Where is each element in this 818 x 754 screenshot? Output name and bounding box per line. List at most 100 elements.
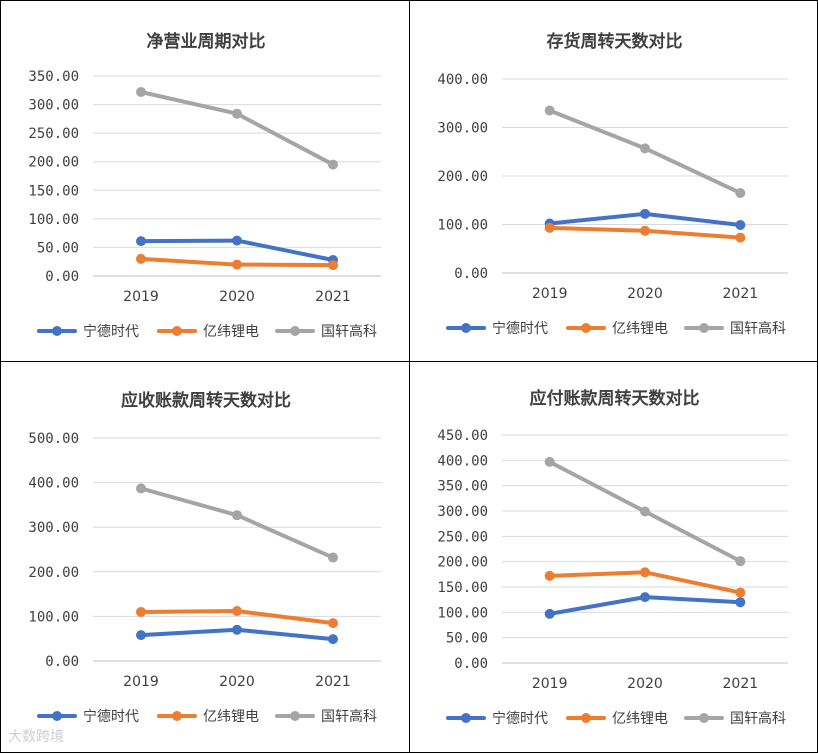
data-point [735,597,746,608]
data-point [544,608,555,619]
x-tick-label: 2021 [315,674,351,690]
y-tick-label: 300.00 [437,504,488,520]
legend-label: 亿纬锂电 [203,709,259,725]
x-tick-label: 2019 [532,286,568,302]
data-point [232,624,242,635]
data-point [136,87,146,97]
data-point [735,219,746,230]
legend-label: 宁德时代 [492,710,548,727]
data-point [136,236,146,247]
y-tick-label: 400.00 [437,453,488,469]
legend-swatch-marker [699,713,709,723]
legend-label: 国轩高科 [730,320,786,337]
x-tick-label: 2019 [123,674,159,690]
chart-title: 应付账款周转天数对比 [530,388,700,409]
y-tick-label: 100.00 [28,212,79,228]
chart-panel-3: 应收账款周转天数对比 0.00 100.00 200.00 300.00 400.00 50… [0,361,410,753]
legend-label: 国轩高科 [321,323,377,340]
data-point [136,630,146,641]
x-tick-label: 2020 [627,676,663,692]
y-tick-label: 200.00 [28,565,79,581]
legend-swatch-marker [461,323,471,333]
data-point [735,232,746,243]
data-point [232,108,242,119]
data-point [136,253,146,264]
y-tick-label: 250.00 [28,126,79,142]
x-tick-label: 2021 [315,289,351,305]
data-point [328,552,338,563]
x-tick-label: 2019 [123,289,159,305]
legend-label: 宁德时代 [83,323,139,340]
legend-swatch-marker [581,323,591,333]
chart-svg-4: 应付账款周转天数对比 0.00 50.00 100.00 150.00 200.00 250… [437,388,788,727]
x-tick-label: 2019 [532,676,568,692]
legend-swatch-marker [52,326,62,336]
y-tick-label: 100.00 [437,605,488,621]
y-tick-label: 500.00 [28,431,79,447]
legend-label: 亿纬锂电 [203,324,259,340]
y-tick-label: 300.00 [28,520,79,536]
legend-swatch-marker [699,323,709,333]
data-point [640,567,650,578]
chart-svg-2: 存货周转天数对比 0.00 100.00 200.00 300.00 400.00 2019… [437,31,788,337]
y-tick-label: 350.00 [28,69,79,85]
data-point [544,105,555,116]
legend-label: 国轩高科 [730,710,786,727]
legend-label: 国轩高科 [321,708,377,725]
data-point [544,222,555,233]
chart-panel-4: 应付账款周转天数对比 0.00 50.00 100.00 150.00 200.00 250… [409,361,818,753]
y-tick-label: 400.00 [28,476,79,492]
legend-label: 宁德时代 [492,320,548,337]
data-point [328,260,338,271]
chart-panel-2: 存货周转天数对比 0.00 100.00 200.00 300.00 400.00 2019… [409,0,818,362]
legend-swatch-marker [172,326,182,336]
data-point [328,159,338,170]
y-tick-label: 100.00 [437,218,488,234]
data-point [735,556,746,567]
y-tick-label: 300.00 [28,98,79,114]
legend-label: 亿纬锂电 [612,321,668,337]
chart-title: 应收账款周转天数对比 [121,390,291,411]
chart-title: 净营业周期对比 [147,31,266,52]
y-tick-label: 450.00 [437,428,488,444]
x-tick-label: 2020 [627,286,663,302]
data-point [136,483,146,494]
data-point [735,187,746,198]
y-tick-label: 50.00 [37,240,79,256]
y-tick-label: 150.00 [28,183,79,199]
data-point [136,606,146,617]
y-tick-label: 0.00 [45,654,79,670]
y-tick-label: 300.00 [437,121,488,137]
y-tick-label: 200.00 [437,169,488,185]
x-tick-label: 2020 [219,674,255,690]
x-tick-label: 2021 [723,286,759,302]
y-tick-label: 0.00 [454,656,488,672]
data-point [640,208,650,219]
legend-swatch-marker [172,711,182,721]
chart-panel-1: 净营业周期对比 0.00 50.00 100.00 150.00 200.00 250.00… [0,0,410,362]
y-tick-label: 100.00 [28,609,79,625]
y-tick-label: 150.00 [437,580,488,596]
y-tick-label: 400.00 [437,72,488,88]
y-tick-label: 200.00 [28,155,79,171]
data-point [640,143,650,154]
data-point [232,259,242,270]
data-point [328,618,338,629]
y-tick-label: 0.00 [45,269,79,285]
legend-swatch-marker [52,711,62,721]
data-point [640,225,650,236]
data-point [640,506,650,517]
data-point [735,587,746,598]
data-point [232,606,242,617]
chart-title: 存货周转天数对比 [547,31,683,52]
legend-swatch-marker [461,713,471,723]
y-tick-label: 250.00 [437,529,488,545]
y-tick-label: 0.00 [454,266,488,282]
data-point [232,510,242,521]
data-point [232,235,242,246]
data-point [640,592,650,603]
data-point [328,634,338,645]
y-tick-label: 200.00 [437,555,488,571]
legend-swatch-marker [581,713,591,723]
